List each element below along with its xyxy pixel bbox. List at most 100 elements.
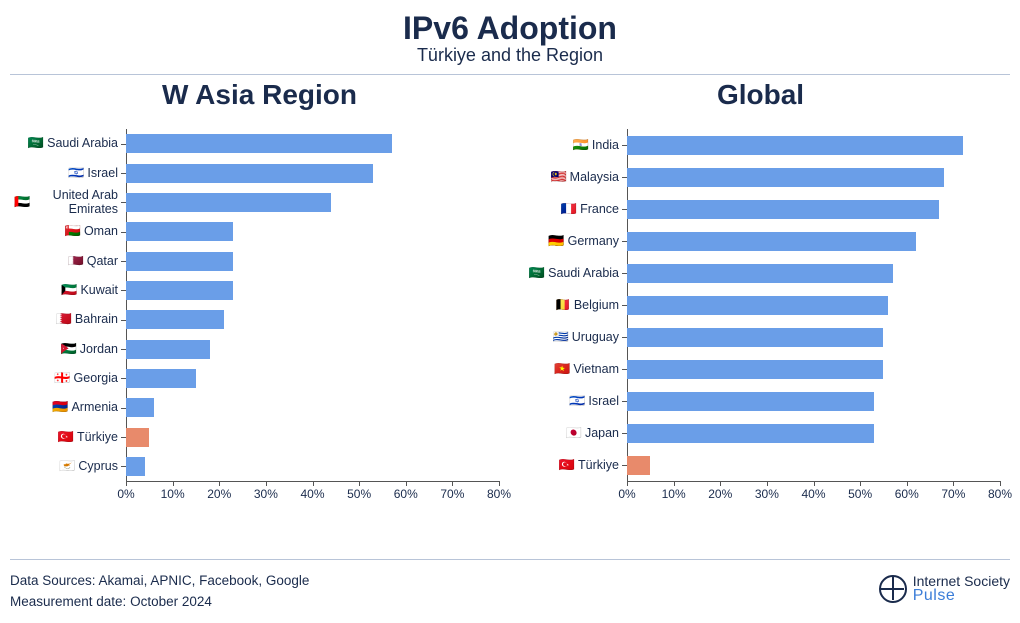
flag-icon: 🇯🇵 [566,426,582,441]
flag-icon: 🇨🇾 [59,459,75,474]
bar [126,340,210,359]
bar-label: 🇯🇵Japan [515,424,623,442]
x-tick-label: 0% [618,487,635,501]
country-name: Qatar [87,254,118,268]
country-name: Japan [585,426,619,440]
bar [126,222,233,241]
country-name: Germany [568,234,619,248]
x-tick-label: 30% [254,487,278,501]
country-name: Kuwait [80,283,118,297]
country-name: Georgia [74,371,118,385]
flag-icon: 🇮🇱 [569,394,585,409]
x-tick-mark [674,481,675,486]
bar [627,168,944,187]
x-tick-mark [452,481,453,486]
footer-text: Data Sources: Akamai, APNIC, Facebook, G… [10,570,309,613]
x-tick-label: 50% [347,487,371,501]
flag-icon: 🇩🇪 [548,234,564,249]
right-x-axis: 0%10%20%30%40%50%60%70%80% [627,481,1000,509]
x-tick-mark [720,481,721,486]
flag-icon: 🇦🇲 [52,400,68,415]
x-tick-mark [860,481,861,486]
flag-icon: 🇹🇷 [58,430,74,445]
country-name: Saudi Arabia [47,136,118,150]
bar-label: 🇺🇾Uruguay [515,328,623,346]
bar-label: 🇹🇷Türkiye [515,456,623,474]
flag-icon: 🇬🇪 [54,371,70,386]
flag-icon: 🇧🇪 [555,298,571,313]
x-tick-mark [219,481,220,486]
flag-icon: 🇸🇦 [529,266,545,281]
flag-icon: 🇯🇴 [61,342,77,357]
left-x-axis: 0%10%20%30%40%50%60%70%80% [126,481,499,509]
flag-icon: 🇴🇲 [65,224,81,239]
flag-icon: 🇮🇳 [573,138,589,153]
bar [126,193,331,212]
country-name: Uruguay [572,330,619,344]
top-divider [10,74,1010,75]
charts-row: W Asia Region 0%10%20%30%40%50%60%70%80%… [10,79,1010,509]
x-tick-label: 30% [755,487,779,501]
bar [126,310,224,329]
x-tick-label: 40% [300,487,324,501]
x-tick-label: 0% [117,487,134,501]
country-name: Türkiye [77,430,118,444]
bar-label: 🇯🇴Jordan [14,340,122,358]
x-tick-label: 20% [708,487,732,501]
bar-label: 🇲🇾Malaysia [515,168,623,186]
x-tick-mark [953,481,954,486]
flag-icon: 🇻🇳 [554,362,570,377]
country-name: Bahrain [75,312,118,326]
bar [627,424,874,443]
x-tick-mark [1000,481,1001,486]
bar-label: 🇦🇲Armenia [14,399,122,417]
main-title: IPv6 Adoption [10,10,1010,47]
logo: Internet Society Pulse [879,574,1010,604]
logo-line2: Pulse [913,588,1010,604]
country-name: France [580,202,619,216]
bar [126,398,154,417]
x-tick-mark [126,481,127,486]
bar [126,369,196,388]
country-name: Belgium [574,298,619,312]
flag-icon: 🇺🇾 [553,330,569,345]
measurement-date: Measurement date: October 2024 [10,591,309,613]
bar-label: 🇴🇲Oman [14,223,122,241]
x-tick-label: 80% [487,487,511,501]
x-tick-label: 60% [895,487,919,501]
flag-icon: 🇰🇼 [61,283,77,298]
bar [627,232,916,251]
bar-label: 🇫🇷France [515,200,623,218]
title-block: IPv6 Adoption Türkiye and the Region [10,10,1010,66]
bar-label: 🇹🇷Türkiye [14,428,122,446]
flag-icon: 🇮🇱 [68,166,84,181]
bar [126,428,149,447]
country-name: Oman [84,224,118,238]
footer: Data Sources: Akamai, APNIC, Facebook, G… [10,559,1010,613]
left-plot-area [126,129,499,481]
bar-label: 🇶🇦Qatar [14,252,122,270]
country-name: Saudi Arabia [548,266,619,280]
x-tick-mark [814,481,815,486]
bar-label: 🇬🇪 Georgia [14,369,122,387]
x-tick-label: 70% [941,487,965,501]
x-tick-mark [907,481,908,486]
bar-label: 🇸🇦Saudi Arabia [515,264,623,282]
country-name: Cyprus [78,459,118,473]
chart-container: IPv6 Adoption Türkiye and the Region W A… [0,0,1020,623]
country-name: Jordan [80,342,118,356]
bar [627,328,883,347]
bar [627,456,650,475]
country-name: Armenia [71,400,118,414]
bar-label: 🇨🇾Cyprus [14,457,122,475]
bar [126,164,373,183]
right-chart-body: 0%10%20%30%40%50%60%70%80% 🇮🇳India🇲🇾Mala… [515,129,1006,509]
x-tick-label: 40% [801,487,825,501]
x-tick-mark [359,481,360,486]
bar [627,264,893,283]
x-tick-label: 60% [394,487,418,501]
bar-label: 🇮🇱Israel [14,164,122,182]
data-sources: Data Sources: Akamai, APNIC, Facebook, G… [10,570,309,592]
bar [627,136,963,155]
bar [627,392,874,411]
